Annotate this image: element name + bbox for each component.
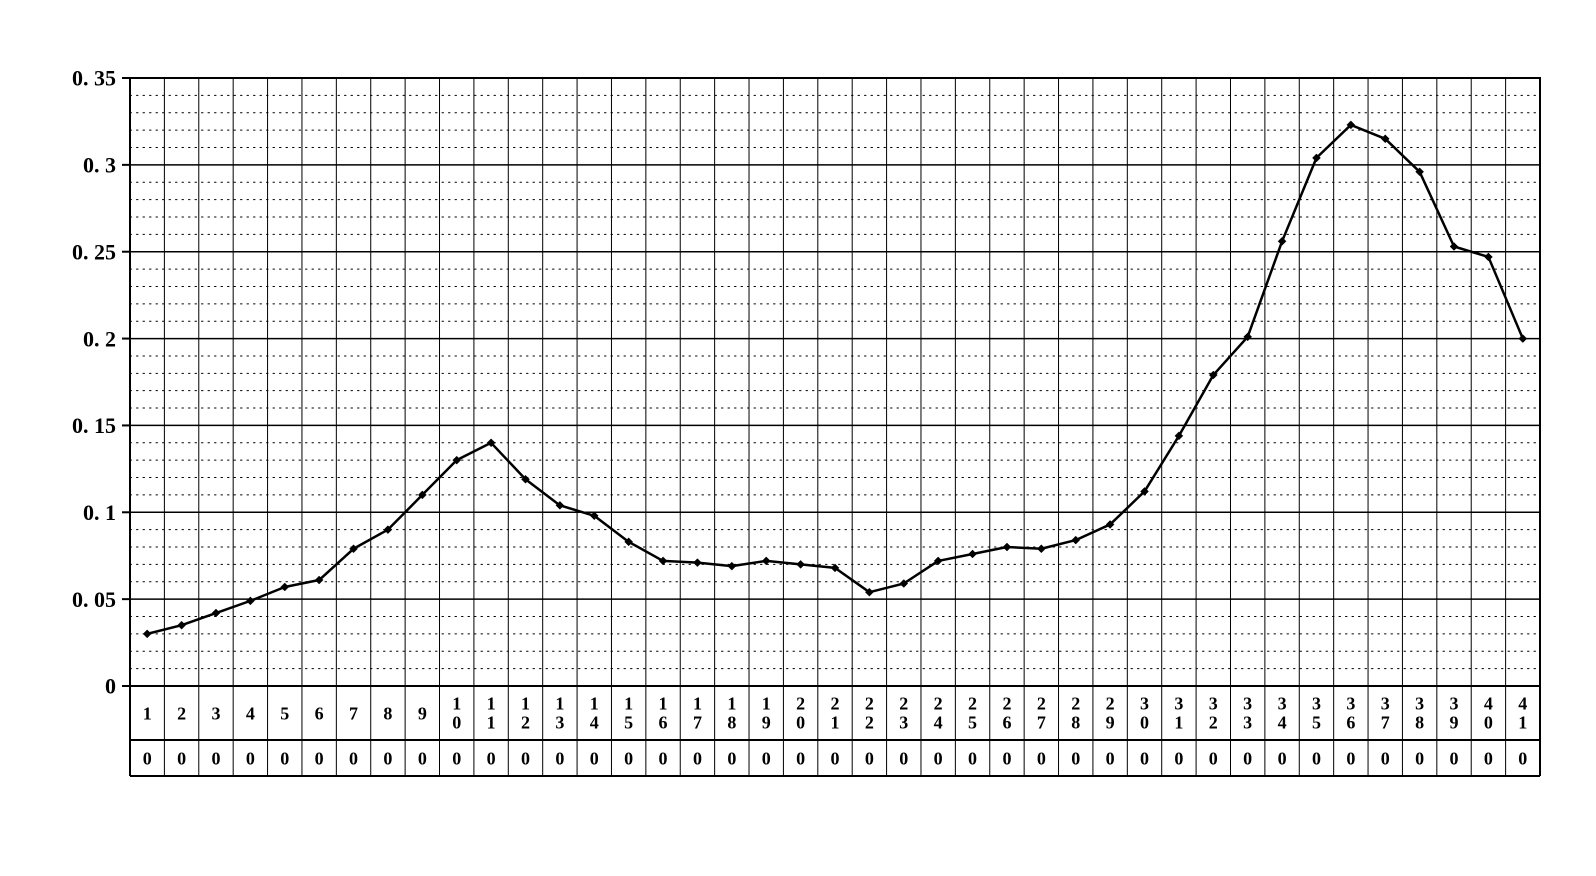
x-category-label: 38 [1415, 693, 1424, 732]
y-tick-label: 0. 2 [83, 326, 116, 351]
y-tick-label: 0. 3 [83, 153, 116, 178]
x-secondary-label: 0 [280, 748, 289, 768]
x-secondary-label: 0 [211, 748, 220, 768]
x-category-label: 2 [177, 703, 186, 723]
x-category-label: 4 [246, 703, 255, 723]
x-category-label: 10 [452, 693, 461, 732]
x-category-label: 6 [315, 703, 324, 723]
x-secondary-label: 0 [831, 748, 840, 768]
x-category-label: 7 [349, 703, 358, 723]
x-secondary-label: 0 [1002, 748, 1011, 768]
x-secondary-label: 0 [968, 748, 977, 768]
x-category-label: 22 [865, 693, 874, 732]
x-secondary-label: 0 [349, 748, 358, 768]
x-category-label: 15 [624, 693, 633, 732]
x-secondary-label: 0 [1140, 748, 1149, 768]
x-category-label: 33 [1243, 693, 1252, 732]
x-category-label: 35 [1312, 693, 1321, 732]
x-category-label: 26 [1002, 693, 1011, 732]
x-category-label: 34 [1278, 693, 1287, 732]
x-category-label: 17 [693, 693, 702, 732]
x-secondary-label: 0 [1518, 748, 1527, 768]
y-tick-label: 0. 25 [72, 239, 116, 264]
x-secondary-label: 0 [1106, 748, 1115, 768]
x-secondary-label: 0 [1278, 748, 1287, 768]
x-secondary-label: 0 [1484, 748, 1493, 768]
x-category-label: 3 [211, 703, 220, 723]
x-secondary-label: 0 [796, 748, 805, 768]
x-secondary-label: 0 [590, 748, 599, 768]
x-category-label: 19 [762, 693, 771, 732]
x-category-label: 13 [555, 693, 564, 732]
x-category-label: 36 [1346, 693, 1355, 732]
x-secondary-label: 0 [1450, 748, 1459, 768]
x-secondary-label: 0 [246, 748, 255, 768]
x-category-label: 11 [487, 693, 496, 732]
x-secondary-label: 0 [555, 748, 564, 768]
x-secondary-label: 0 [762, 748, 771, 768]
x-secondary-label: 0 [521, 748, 530, 768]
x-category-label: 28 [1071, 693, 1080, 732]
x-category-label: 1 [143, 703, 152, 723]
x-category-label: 16 [659, 693, 668, 732]
x-category-label: 32 [1209, 693, 1218, 732]
x-secondary-label: 0 [418, 748, 427, 768]
x-secondary-label: 0 [1243, 748, 1252, 768]
x-secondary-label: 0 [383, 748, 392, 768]
x-category-label: 29 [1106, 693, 1115, 732]
x-secondary-label: 0 [934, 748, 943, 768]
y-tick-label: 0. 05 [72, 587, 116, 612]
x-category-label: 18 [727, 693, 736, 732]
x-secondary-label: 0 [899, 748, 908, 768]
x-secondary-label: 0 [1071, 748, 1080, 768]
x-secondary-label: 0 [1381, 748, 1390, 768]
x-secondary-label: 0 [1415, 748, 1424, 768]
x-category-label: 8 [383, 703, 392, 723]
x-category-label: 21 [831, 693, 840, 732]
x-category-label: 9 [418, 703, 427, 723]
x-secondary-label: 0 [452, 748, 461, 768]
x-secondary-label: 0 [693, 748, 702, 768]
x-secondary-label: 0 [624, 748, 633, 768]
x-category-label: 41 [1518, 693, 1527, 732]
x-category-label: 27 [1037, 693, 1046, 732]
x-category-label: 25 [968, 693, 977, 732]
x-category-label: 30 [1140, 693, 1149, 732]
y-tick-label: 0. 35 [72, 66, 116, 91]
x-secondary-label: 0 [487, 748, 496, 768]
x-category-label: 12 [521, 693, 530, 732]
x-category-label: 39 [1450, 693, 1459, 732]
y-tick-label: 0. 1 [83, 500, 116, 525]
x-category-label: 40 [1484, 693, 1493, 732]
x-secondary-label: 0 [659, 748, 668, 768]
x-secondary-label: 0 [1209, 748, 1218, 768]
x-category-label: 24 [934, 693, 943, 732]
x-category-label: 37 [1381, 693, 1390, 732]
x-category-label: 14 [590, 693, 599, 732]
x-secondary-label: 0 [1346, 748, 1355, 768]
y-tick-label: 0. 15 [72, 413, 116, 438]
x-category-label: 5 [280, 703, 289, 723]
x-secondary-label: 0 [143, 748, 152, 768]
x-category-label: 31 [1174, 693, 1183, 732]
x-secondary-label: 0 [315, 748, 324, 768]
x-secondary-label: 0 [177, 748, 186, 768]
x-category-label: 20 [796, 693, 805, 732]
x-secondary-label: 0 [1174, 748, 1183, 768]
y-tick-label: 0 [105, 674, 116, 699]
x-category-label: 23 [899, 693, 908, 732]
x-secondary-label: 0 [727, 748, 736, 768]
x-secondary-label: 0 [1312, 748, 1321, 768]
x-secondary-label: 0 [1037, 748, 1046, 768]
x-secondary-label: 0 [865, 748, 874, 768]
line-chart: 00. 050. 10. 150. 20. 250. 30. 351234567… [0, 0, 1596, 876]
